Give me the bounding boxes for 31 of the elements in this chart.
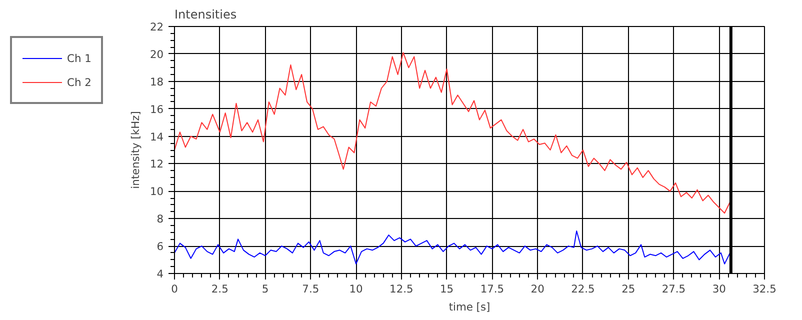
x-tick-label: 17.5 [480, 282, 504, 296]
y-tick-label: 18 [150, 75, 164, 88]
x-tick-label: 2.5 [211, 282, 228, 296]
legend-label: Ch 1 [67, 52, 92, 64]
x-tick-label: 10 [349, 282, 364, 296]
x-tick-label: 0 [171, 282, 178, 296]
y-tick-label: 14 [150, 130, 164, 144]
x-tick-label: 30 [712, 282, 726, 296]
chart-title: Intensities [174, 8, 237, 22]
x-tick-label: 15 [440, 282, 454, 296]
x-tick-label: 32.5 [752, 282, 776, 296]
legend-label: Ch 2 [67, 76, 92, 88]
x-axis-title: time [s] [448, 300, 490, 314]
y-tick-label: 6 [156, 240, 164, 254]
x-tick-label: 20 [530, 282, 545, 296]
x-tick-label: 12.5 [390, 282, 414, 296]
y-tick-label: 8 [156, 212, 164, 226]
x-tick-label: 27.5 [662, 282, 686, 296]
y-tick-label: 16 [150, 102, 164, 116]
y-tick-label: 22 [150, 20, 164, 34]
y-tick-label: 20 [150, 48, 164, 61]
y-tick-label: 10 [150, 185, 164, 198]
x-tick-label: 25 [622, 282, 636, 296]
x-tick-label: 22.5 [571, 282, 595, 296]
line-series [174, 230, 731, 264]
y-tick-label: 4 [156, 268, 164, 280]
y-axis-title: intensity [kHz] [128, 111, 142, 189]
x-tick-label: 5 [262, 282, 269, 296]
x-tick-label: 7.5 [302, 282, 320, 296]
y-tick-label: 12 [150, 158, 164, 171]
line-series [174, 52, 731, 214]
